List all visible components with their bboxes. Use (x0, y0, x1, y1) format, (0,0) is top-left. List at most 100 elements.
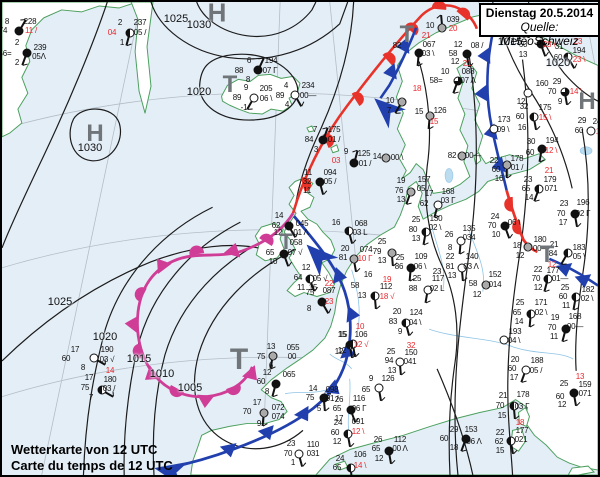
station-cloud-symbol (344, 226, 354, 236)
station-value: 12 (332, 437, 342, 446)
station-value: 8 (306, 304, 312, 313)
station-value: 80 (408, 225, 418, 234)
station-cloud-symbol (271, 379, 281, 389)
station-value: 65 (361, 385, 371, 394)
station-cloud-symbol (318, 135, 328, 145)
station-value: 18 (449, 443, 459, 452)
station-value: 177 (515, 426, 529, 435)
station-value: 17 (558, 218, 568, 227)
footer-label-fr: Carte du temps de 12 UTC (11, 458, 173, 473)
station-cloud-symbol (348, 339, 358, 349)
station-cloud-symbol (305, 274, 315, 284)
station-value: 150 (404, 348, 418, 357)
station-value: 10 (425, 21, 435, 30)
station-value: 58 (468, 279, 478, 288)
station-cloud-symbol (406, 263, 416, 273)
station-value: 15 (429, 117, 439, 126)
station-cloud-symbol (406, 187, 416, 197)
station-value: 32 (519, 102, 529, 111)
station-value: 10 (385, 96, 395, 105)
station-value: 01 Λ (293, 228, 309, 237)
station-cloud-symbol (397, 97, 407, 107)
station-value: 26 (334, 395, 344, 404)
station-value: 135 (462, 224, 476, 233)
station-value: 14 (274, 211, 284, 220)
station-cloud-symbol (401, 318, 411, 328)
station-value: 04 \ (408, 318, 422, 327)
station-value: 228 (23, 17, 37, 26)
station-value: 13 (575, 372, 585, 381)
station-value: 5 (316, 404, 322, 413)
cold-front-main (155, 215, 360, 475)
station-value: 11 (297, 283, 305, 292)
station-value: 17 (509, 373, 519, 382)
station-value: 25 (411, 215, 421, 224)
station-value: 70 (531, 274, 541, 283)
station-value: 60 (330, 428, 340, 437)
station-value: 190 (100, 345, 114, 354)
station-value: 094 (323, 168, 337, 177)
station-cloud-symbol (290, 90, 300, 100)
station-value: 034 (462, 233, 476, 242)
station-value: 11 (550, 332, 558, 341)
station-value: 21 (549, 240, 559, 249)
station-value: 15 \ (538, 113, 552, 122)
station-value: 194 (572, 46, 586, 55)
station-value: 89 (232, 93, 242, 102)
station-value: 05Λ (32, 52, 46, 61)
station-value: 074 (359, 245, 373, 254)
station-value: 15 (338, 330, 348, 339)
station-value: 194 (545, 136, 559, 145)
station-value: 75 (305, 288, 315, 297)
station-value: 29 (577, 116, 587, 125)
station-value: 239 (33, 43, 47, 52)
station-value: 60 (558, 292, 568, 301)
station-value: 4 (283, 81, 289, 90)
station-value: 9 (397, 327, 403, 336)
station-value: 2 (117, 18, 123, 27)
station-value: 14 (372, 152, 382, 161)
station-value: 15 (337, 330, 347, 339)
station-value: 152 (488, 270, 502, 279)
station-value: 178 (516, 390, 530, 399)
station-value: 20 (448, 24, 458, 33)
station-value: 04 (107, 28, 117, 37)
station-cloud-symbol (453, 76, 463, 86)
station-cloud-symbol (268, 351, 278, 361)
station-value: 02 Γ (575, 209, 591, 218)
station-value: 177 (546, 266, 560, 275)
station-value: 30 (526, 137, 536, 146)
station-cloud-symbol (437, 23, 447, 33)
station-value: 12 (301, 263, 311, 272)
station-cloud-symbol (500, 221, 510, 231)
station-value: 1 (290, 458, 296, 467)
station-value: 03 Γ (514, 402, 530, 411)
station-cloud-symbol (529, 112, 539, 122)
cold-front-southeast (548, 257, 598, 288)
station-value: 021 (514, 435, 528, 444)
station-value: 15 (495, 446, 505, 455)
station-value: 17 (70, 345, 80, 354)
station-value: 8 (264, 387, 270, 396)
station-value: 188 (530, 356, 544, 365)
station-value: 05 / (529, 366, 543, 375)
station-value: 60 (515, 112, 525, 121)
station-value: 157 (417, 175, 431, 184)
station-cloud-symbol (343, 429, 353, 439)
station-value: 70 (283, 449, 293, 458)
station-cloud-symbol (481, 280, 491, 290)
station-value: 13 (377, 256, 387, 265)
station-value: 140 (465, 252, 479, 261)
station-value: 17 (334, 414, 344, 423)
station-value: 32 (406, 341, 416, 350)
isobar-label: 1030 (186, 19, 212, 31)
station-value: 2 (14, 58, 20, 67)
station-value: 12 √ (353, 340, 369, 349)
station-value: 25 (412, 274, 422, 283)
station-value: 180 (103, 375, 117, 384)
isobar-label: 1020 (545, 57, 571, 69)
station-value: 01 / (358, 159, 372, 168)
station-value: 65 (265, 248, 275, 257)
station-value: 16 (331, 218, 341, 227)
station-value: 64 (293, 273, 303, 282)
